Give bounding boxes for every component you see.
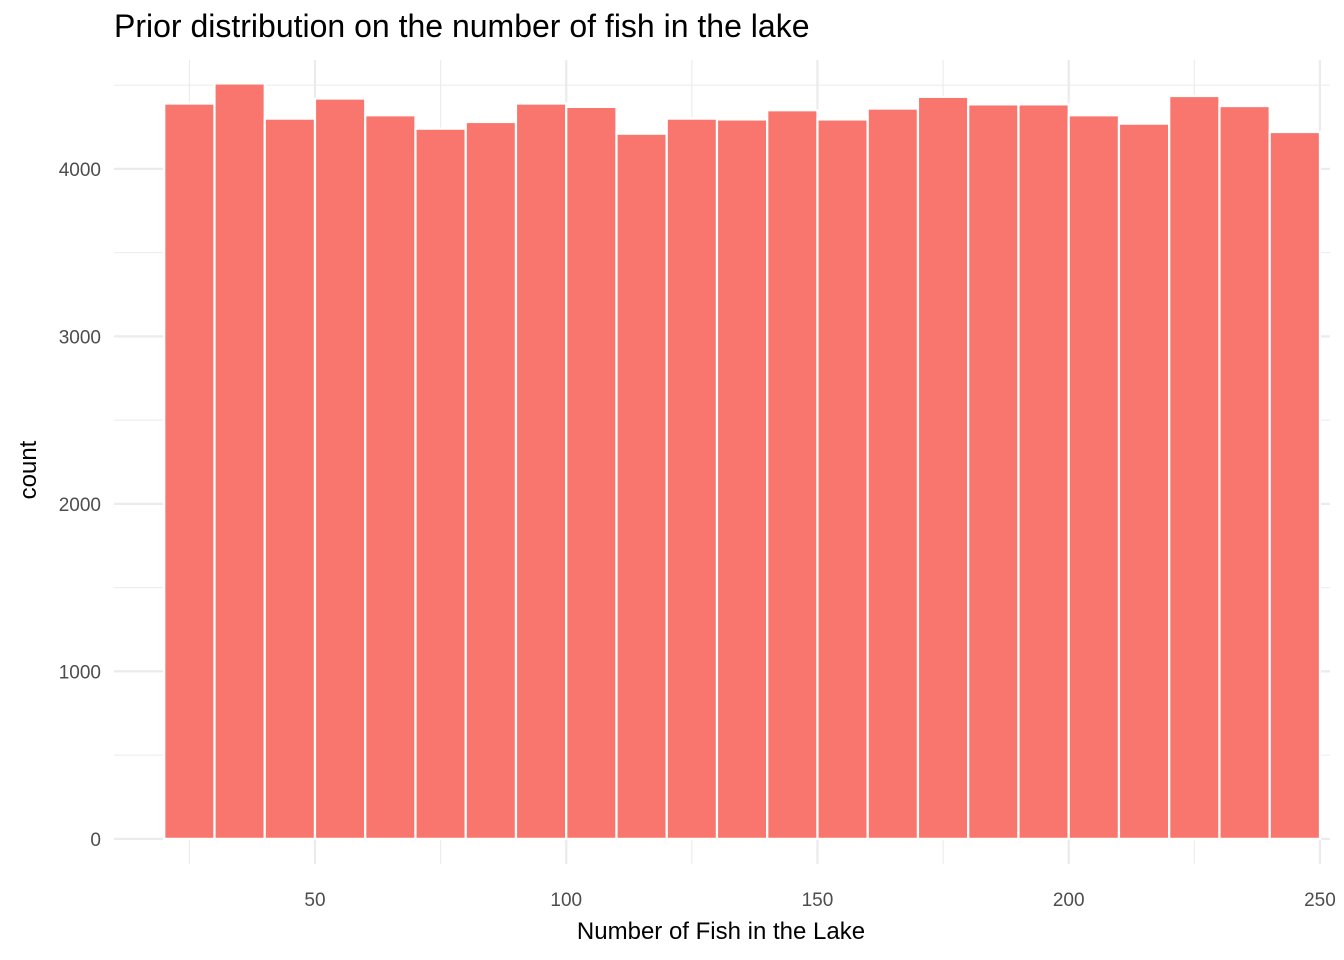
histogram-bar <box>565 105 618 840</box>
histogram-bar <box>1218 104 1271 840</box>
y-tick-label: 0 <box>90 830 101 851</box>
x-tick-label: 50 <box>304 890 325 911</box>
y-tick-label: 2000 <box>59 495 101 516</box>
y-tick-label: 3000 <box>59 327 101 348</box>
histogram-bar <box>816 118 869 840</box>
y-axis-title: count <box>15 440 42 499</box>
y-tick-label: 4000 <box>59 160 101 181</box>
histogram-bar <box>263 117 317 840</box>
x-axis-title: Number of Fish in the Lake <box>577 918 865 945</box>
histogram-bar <box>464 120 518 840</box>
x-axis-ticks: 50 100 150 200 250 <box>304 890 1335 911</box>
x-tick-label: 250 <box>1304 890 1336 911</box>
histogram-bar <box>866 107 920 840</box>
histogram-bar <box>766 109 819 840</box>
histogram-bar <box>916 95 970 840</box>
histogram-bar <box>213 82 266 840</box>
x-tick-label: 100 <box>550 890 582 911</box>
x-tick-label: 200 <box>1053 890 1085 911</box>
histogram-bar <box>1067 114 1121 840</box>
histogram-bar <box>715 118 769 840</box>
histogram-bar <box>967 103 1020 840</box>
chart-title: Prior distribution on the number of fish… <box>114 8 810 44</box>
histogram-bar <box>1117 122 1171 840</box>
histogram-bar <box>1268 130 1322 840</box>
histogram-bar <box>1017 103 1070 840</box>
histogram-bar <box>514 102 568 840</box>
histogram-bar <box>414 127 467 840</box>
histogram-bars <box>163 82 1322 840</box>
histogram-bar <box>364 114 417 840</box>
histogram-bar <box>1168 94 1221 840</box>
histogram-bar <box>313 97 367 840</box>
histogram-bar <box>163 102 216 840</box>
histogram-bar <box>615 132 668 840</box>
histogram-bar <box>665 117 719 840</box>
y-tick-label: 1000 <box>59 662 101 683</box>
y-axis-ticks: 0 1000 2000 3000 4000 <box>59 160 101 851</box>
x-tick-label: 150 <box>802 890 834 911</box>
